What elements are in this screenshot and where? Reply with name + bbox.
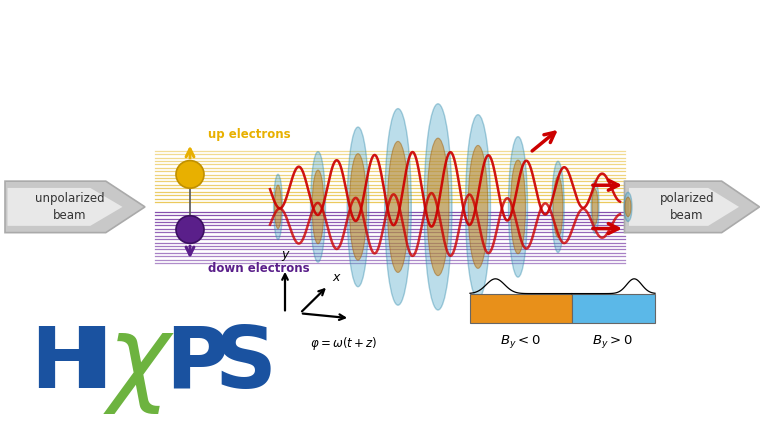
Circle shape: [176, 160, 204, 188]
Text: S: S: [215, 323, 277, 406]
Ellipse shape: [625, 197, 631, 217]
Ellipse shape: [552, 161, 564, 253]
Text: polarized
beam: polarized beam: [660, 192, 714, 222]
Polygon shape: [5, 181, 145, 233]
Ellipse shape: [388, 141, 408, 272]
Text: P: P: [165, 323, 228, 406]
Ellipse shape: [274, 185, 281, 229]
Text: down electrons: down electrons: [208, 262, 309, 276]
Ellipse shape: [624, 192, 632, 221]
Text: I: I: [80, 323, 112, 406]
Polygon shape: [629, 188, 739, 226]
Text: H: H: [30, 323, 102, 406]
Ellipse shape: [424, 104, 452, 310]
Ellipse shape: [347, 127, 369, 287]
Ellipse shape: [350, 154, 366, 260]
Ellipse shape: [592, 189, 598, 225]
Text: $B_y < 0$: $B_y < 0$: [499, 333, 540, 350]
Text: up electrons: up electrons: [208, 128, 290, 142]
Ellipse shape: [385, 109, 411, 305]
Text: x: x: [332, 271, 340, 284]
Ellipse shape: [311, 152, 325, 262]
Ellipse shape: [508, 137, 527, 277]
Ellipse shape: [274, 174, 283, 240]
Text: unpolarized
beam: unpolarized beam: [35, 192, 105, 222]
Ellipse shape: [468, 146, 488, 268]
Text: $B_y > 0$: $B_y > 0$: [592, 333, 633, 350]
Polygon shape: [8, 188, 122, 226]
Ellipse shape: [427, 138, 449, 276]
Ellipse shape: [511, 160, 525, 254]
Text: $\chi$: $\chi$: [103, 314, 176, 416]
Ellipse shape: [553, 176, 563, 237]
Circle shape: [176, 216, 204, 244]
Bar: [470, 294, 572, 323]
Bar: [572, 294, 655, 323]
Polygon shape: [625, 181, 759, 233]
Ellipse shape: [466, 115, 490, 299]
Ellipse shape: [591, 180, 599, 233]
Text: y: y: [281, 248, 289, 261]
Text: $\varphi = \omega(t + z)$: $\varphi = \omega(t + z)$: [310, 335, 378, 352]
Ellipse shape: [312, 170, 324, 244]
